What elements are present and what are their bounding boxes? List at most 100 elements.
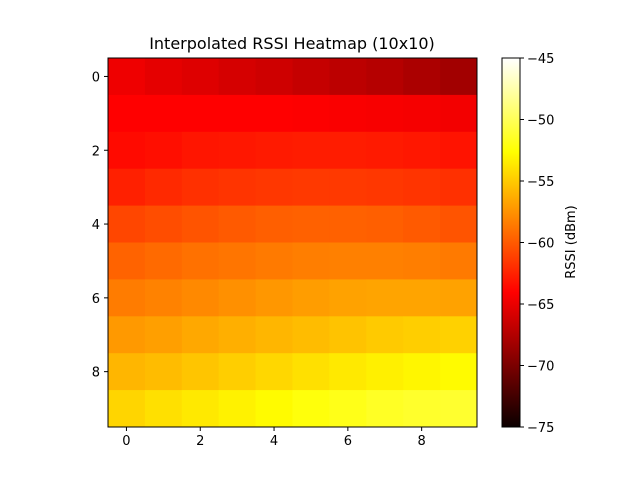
heatmap-cell <box>440 58 478 96</box>
heatmap-cell <box>144 316 183 354</box>
heatmap-cell <box>255 94 293 133</box>
x-tick-label: 8 <box>418 434 426 449</box>
heatmap-cell <box>329 205 367 243</box>
heatmap-cell <box>144 242 183 280</box>
heatmap-cell <box>218 58 256 96</box>
heatmap-cell <box>292 131 330 170</box>
heatmap-cell <box>403 168 441 206</box>
heatmap-cell <box>218 353 256 391</box>
heatmap-cell <box>366 390 404 428</box>
heatmap-cell <box>108 390 146 428</box>
heatmap-cell <box>181 168 220 206</box>
heatmap-cell <box>403 94 441 133</box>
colorbar-tick-label: −70 <box>527 360 554 375</box>
heatmap-cell <box>181 279 220 317</box>
heatmap-cell <box>218 390 256 428</box>
heatmap-cells <box>108 58 478 428</box>
heatmap-cell <box>366 94 404 133</box>
heatmap-cell <box>366 58 404 96</box>
heatmap-cell <box>329 131 367 170</box>
heatmap-cell <box>329 58 367 96</box>
y-tick-label: 6 <box>92 292 100 307</box>
y-axis: 0 2 4 6 8 <box>92 70 108 381</box>
heatmap-cell <box>329 94 367 133</box>
heatmap-cell <box>292 390 330 428</box>
x-tick-label: 6 <box>344 434 352 449</box>
heatmap-cell <box>292 316 330 354</box>
heatmap-cell <box>255 168 293 206</box>
heatmap-cell <box>440 168 478 206</box>
heatmap-cell <box>144 58 183 96</box>
heatmap-cell <box>403 205 441 243</box>
heatmap-cell <box>255 131 293 170</box>
heatmap-cell <box>144 390 183 428</box>
heatmap-cell <box>108 242 146 280</box>
colorbar-tick-label: −60 <box>527 237 554 252</box>
heatmap-cell <box>144 94 183 133</box>
heatmap-cell <box>255 279 293 317</box>
heatmap-cell <box>292 205 330 243</box>
heatmap-cell <box>181 94 220 133</box>
heatmap-cell <box>255 242 293 280</box>
heatmap-cell <box>403 242 441 280</box>
heatmap-cell <box>218 242 256 280</box>
heatmap-cell <box>108 205 146 243</box>
heatmap-cell <box>108 58 146 96</box>
heatmap-cell <box>181 242 220 280</box>
y-tick-label: 2 <box>92 144 100 159</box>
heatmap-cell <box>440 316 478 354</box>
heatmap-cell <box>108 279 146 317</box>
heatmap-cell <box>108 94 146 133</box>
heatmap-cell <box>366 205 404 243</box>
x-tick-label: 4 <box>270 434 278 449</box>
heatmap-cell <box>329 168 367 206</box>
heatmap-cell <box>108 353 146 391</box>
x-tick-label: 0 <box>122 434 130 449</box>
heatmap-cell <box>218 94 256 133</box>
heatmap-cell <box>292 353 330 391</box>
heatmap-cell <box>255 316 293 354</box>
colorbar-tick-label: −75 <box>527 421 554 436</box>
heatmap-cell <box>181 58 220 96</box>
heatmap-cell <box>255 205 293 243</box>
heatmap-cell <box>181 205 220 243</box>
heatmap-cell <box>255 58 293 96</box>
heatmap-cell <box>329 390 367 428</box>
y-tick-label: 0 <box>92 70 100 85</box>
y-tick-label: 8 <box>92 366 100 381</box>
heatmap-cell <box>144 131 183 170</box>
heatmap-cell <box>440 205 478 243</box>
heatmap-cell <box>181 316 220 354</box>
heatmap-cell <box>329 242 367 280</box>
heatmap-cell <box>218 168 256 206</box>
colorbar-tick-label: −55 <box>527 175 554 190</box>
heatmap-cell <box>366 131 404 170</box>
heatmap-cell <box>440 242 478 280</box>
heatmap-cell <box>403 279 441 317</box>
heatmap-cell <box>403 316 441 354</box>
heatmap-cell <box>440 279 478 317</box>
colorbar-label: RSSI (dBm) <box>564 205 579 278</box>
colorbar-axis: −45 −50 −55 −60 −65 −70 −75 <box>520 52 554 436</box>
heatmap-cell <box>440 131 478 170</box>
heatmap-cell <box>329 316 367 354</box>
heatmap-cell <box>366 279 404 317</box>
heatmap-cell <box>108 131 146 170</box>
heatmap-cell <box>181 353 220 391</box>
heatmap-cell <box>403 131 441 170</box>
heatmap-cell <box>218 205 256 243</box>
heatmap-cell <box>440 390 478 428</box>
heatmap-cell <box>144 279 183 317</box>
colorbar <box>502 58 520 427</box>
heatmap-cell <box>366 353 404 391</box>
x-tick-label: 2 <box>196 434 204 449</box>
heatmap-cell <box>292 242 330 280</box>
heatmap-cell <box>144 205 183 243</box>
y-tick-label: 4 <box>92 218 100 233</box>
colorbar-tick-label: −45 <box>527 52 554 67</box>
chart-title: Interpolated RSSI Heatmap (10x10) <box>149 34 435 53</box>
heatmap-cell <box>218 316 256 354</box>
heatmap-cell <box>218 131 256 170</box>
heatmap-cell <box>440 353 478 391</box>
